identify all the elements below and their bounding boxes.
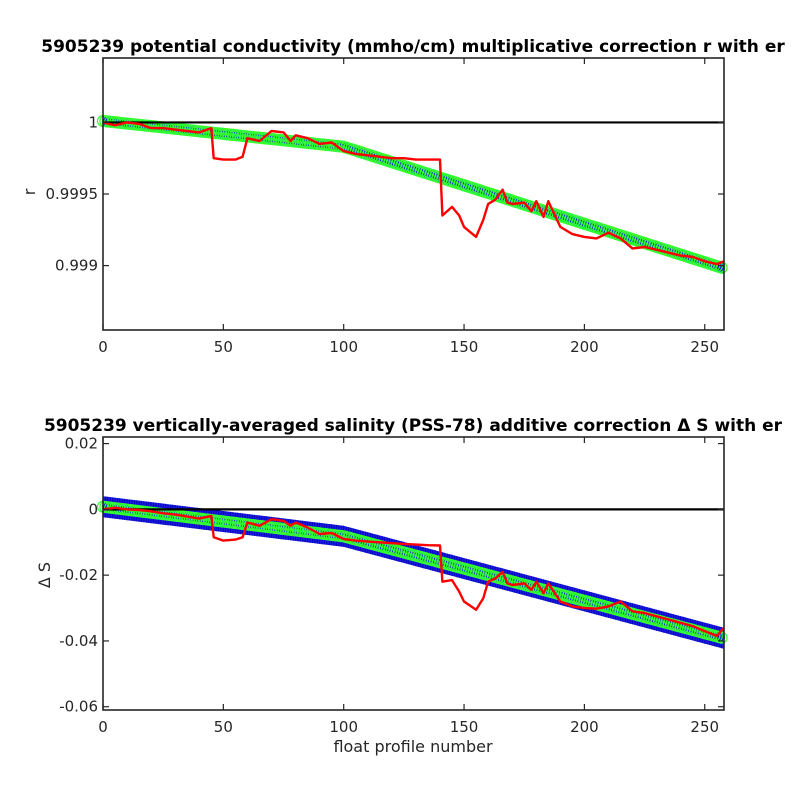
chart-top-x-tick-label: 100 bbox=[329, 338, 358, 356]
chart-top-title: 5905239 potential conductivity (mmho/cm)… bbox=[41, 37, 785, 57]
chart-bottom-y-tick-label: 0 bbox=[88, 500, 98, 518]
chart-bottom-x-tick-label: 50 bbox=[214, 718, 233, 736]
chart-bottom: 5905239 vertically-averaged salinity (PS… bbox=[35, 416, 783, 756]
chart-bottom-x-tick-label: 150 bbox=[450, 718, 479, 736]
chart-top-error-band bbox=[96, 114, 728, 275]
chart-bottom-y-tick-label: -0.04 bbox=[59, 632, 98, 650]
chart-bottom-y-tick-label: -0.02 bbox=[59, 566, 98, 584]
chart-bottom-series-line bbox=[102, 506, 725, 638]
chart-top-ticks: 0 50 100 150 200 250 0.999 0.9995 1 bbox=[46, 58, 724, 356]
chart-top-series-line bbox=[102, 121, 725, 266]
chart-bottom-x-tick-label: 200 bbox=[570, 718, 599, 736]
chart-top-x-tick-label: 200 bbox=[570, 338, 599, 356]
chart-top-x-tick-label: 50 bbox=[214, 338, 233, 356]
chart-top-ylabel: r bbox=[20, 188, 39, 195]
chart-bottom-x-tick-label: 250 bbox=[690, 718, 719, 736]
chart-top-x-tick-label: 250 bbox=[690, 338, 719, 356]
chart-top: 5905239 potential conductivity (mmho/cm)… bbox=[20, 37, 785, 356]
chart-top-error-band-fill bbox=[103, 115, 724, 275]
chart-top-series bbox=[102, 121, 725, 266]
chart-top-y-tick-label: 0.999 bbox=[55, 257, 98, 275]
chart-top-axes-box bbox=[102, 57, 725, 331]
chart-bottom-error-band-fill bbox=[103, 496, 724, 649]
chart-top-y-tick-label: 1 bbox=[88, 113, 98, 131]
chart-bottom-title: 5905239 vertically-averaged salinity (PS… bbox=[44, 416, 783, 436]
chart-bottom-y-tick-label: -0.06 bbox=[59, 698, 98, 716]
chart-bottom-series bbox=[102, 506, 725, 638]
chart-bottom-y-tick-label: 0.02 bbox=[65, 435, 98, 453]
chart-bottom-xlabel: float profile number bbox=[333, 737, 493, 756]
chart-bottom-x-tick-label: 100 bbox=[329, 718, 358, 736]
chart-top-y-tick-label: 0.9995 bbox=[46, 185, 99, 203]
chart-top-x-tick-label: 150 bbox=[450, 338, 479, 356]
chart-bottom-error-band bbox=[96, 496, 728, 649]
chart-bottom-axes-box bbox=[102, 436, 725, 711]
chart-top-x-tick-label: 0 bbox=[98, 338, 108, 356]
chart-bottom-ylabel: Δ S bbox=[35, 562, 54, 588]
chart-bottom-x-tick-label: 0 bbox=[98, 718, 108, 736]
chart-bottom-ticks: 0 50 100 150 200 250 -0.06 -0.04 -0.02 0 0.02 bbox=[59, 435, 724, 736]
